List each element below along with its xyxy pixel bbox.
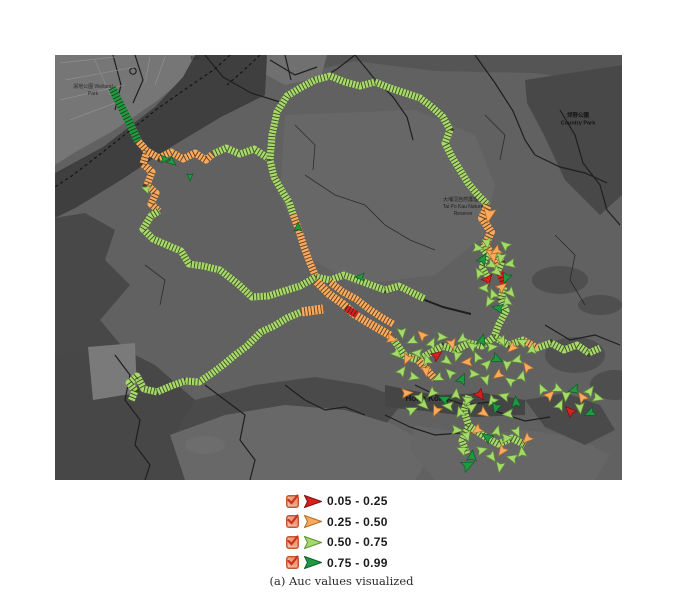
arrow-icon — [304, 535, 322, 549]
border-dashed-line — [55, 55, 261, 188]
hong-kong-map: 濕地公園 Wetland Park 大埔滘自然護理區 Tai Po Kau Natur… — [55, 55, 622, 480]
legend-row: 0.50 - 0.75 — [286, 534, 388, 549]
svg-text:Hong Kong: Hong Kong — [405, 394, 448, 403]
legend-range-label: 0.50 - 0.75 — [327, 535, 388, 549]
legend-row: 0.25 - 0.50 — [286, 514, 388, 529]
arrow-icon — [304, 515, 322, 528]
map-label-layer: 濕地公園 Wetland Park 大埔滘自然護理區 Tai Po Kau Natur… — [73, 56, 596, 403]
map-figure: 濕地公園 Wetland Park 大埔滘自然護理區 Tai Po Kau Natur… — [55, 55, 622, 480]
layer-checkbox[interactable] — [286, 534, 299, 549]
legend-row: 0.75 - 0.99 — [286, 555, 388, 570]
arrow-icon — [304, 556, 322, 569]
legend-range-label: 0.25 - 0.50 — [327, 514, 388, 529]
basemap-terrain — [55, 55, 622, 480]
figure-caption: (a) Auc values visualized — [269, 574, 414, 588]
layer-checkbox[interactable] — [286, 493, 299, 508]
legend-range-label: 0.05 - 0.25 — [327, 494, 388, 508]
auc-marker-layer — [140, 154, 605, 474]
legend: 0.05 - 0.25 0.25 - 0.50 0.50 - 0.75 0.75… — [286, 493, 388, 570]
svg-text:Birb: Birb — [191, 56, 200, 62]
auc-route-layer — [108, 72, 602, 456]
legend-row: 0.05 - 0.25 — [286, 493, 388, 508]
layer-checkbox[interactable] — [286, 514, 299, 528]
layer-checkbox[interactable] — [286, 555, 299, 569]
arrow-icon — [304, 494, 322, 508]
legend-range-label: 0.75 - 0.99 — [327, 555, 388, 570]
